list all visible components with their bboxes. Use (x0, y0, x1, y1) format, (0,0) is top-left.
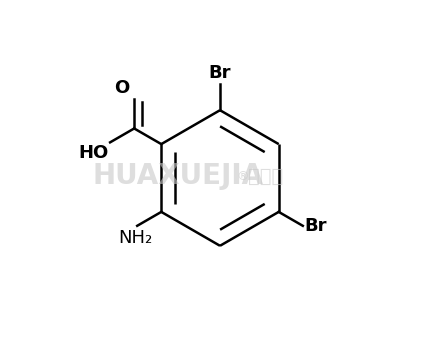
Text: HUAXUEJIA: HUAXUEJIA (93, 162, 264, 190)
Text: O: O (114, 79, 129, 97)
Text: ®: ® (236, 170, 249, 183)
Text: 化学加: 化学加 (248, 167, 283, 186)
Text: Br: Br (304, 217, 327, 235)
Text: HO: HO (78, 144, 108, 162)
Text: Br: Br (209, 64, 231, 82)
Text: NH₂: NH₂ (118, 229, 153, 247)
